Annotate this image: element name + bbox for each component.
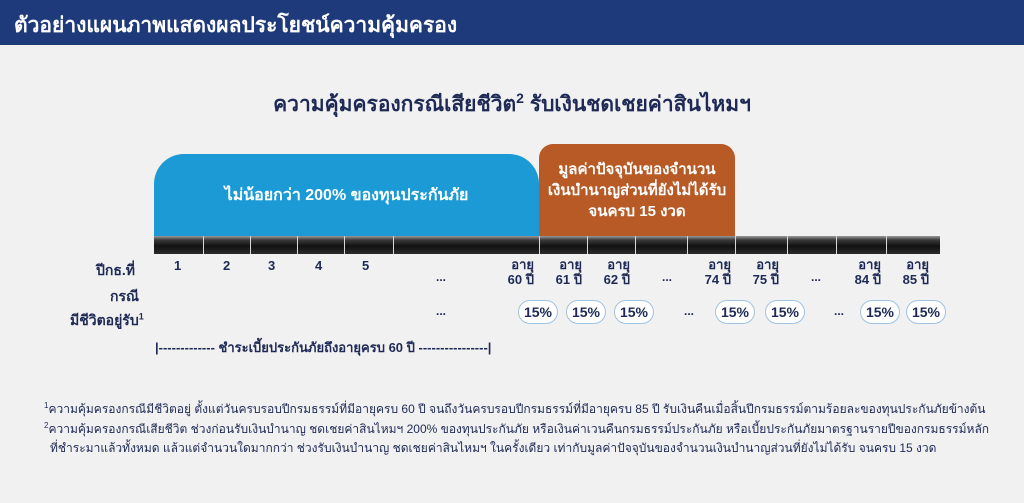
- case-label: กรณี: [110, 288, 139, 304]
- header-title: ตัวอย่างแผนภาพแสดงผลประโยชน์ความคุ้มครอง: [14, 14, 458, 37]
- policy-year-5: 5: [362, 258, 370, 273]
- main-title: ความคุ้มครองกรณีเสียชีวิต2 รับเงินชดเชยค…: [0, 88, 1024, 121]
- orange-box-line-1: มูลค่าปัจจุบันของจำนวน: [558, 160, 716, 178]
- main-title-suffix: รับเงินชดเชยค่าสินไหมฯ: [523, 93, 751, 116]
- age-75-label: อายุ: [756, 257, 779, 272]
- timeline-tick: [203, 236, 204, 254]
- payout-badge: 15%: [614, 300, 654, 324]
- main-title-text: ความคุ้มครองกรณีเสียชีวิต: [273, 93, 517, 116]
- premium-payment-period: |------------- ชำระเบี้ยประกันภัยถึงอายุ…: [155, 340, 492, 355]
- ellipsis-years: ...: [436, 270, 447, 284]
- payout-badge: 15%: [715, 300, 755, 324]
- age-84-value: 84 ปี: [854, 272, 881, 287]
- timeline-tick: [393, 236, 394, 254]
- survival-label-sup: 1: [138, 311, 144, 322]
- timeline-tick: [344, 236, 345, 254]
- age-85-value: 85 ปี: [902, 272, 929, 287]
- payout-badge: 15%: [518, 300, 558, 324]
- footnote-1-text: ความคุ้มครองกรณีมีชีวิตอยู่ ตั้งแต่วันคร…: [48, 402, 986, 416]
- footnote-2: 2ความคุ้มครองกรณีเสียชีวิต ช่วงก่อนรับเง…: [44, 420, 989, 439]
- orange-box-line-2: เงินบำนาญส่วนที่ยังไม่ได้รับ: [547, 181, 727, 199]
- age-85: อายุ 85 ปี: [903, 257, 929, 287]
- payout-badge: 15%: [566, 300, 606, 324]
- death-benefit-box-before-annuity: ไม่น้อยกว่า 200% ของทุนประกันภัย: [154, 154, 539, 236]
- age-61: อายุ 61 ปี: [556, 257, 582, 287]
- death-benefit-box-label: ไม่น้อยกว่า 200% ของทุนประกันภัย: [224, 186, 469, 204]
- age-75-value: 75 ปี: [752, 272, 779, 287]
- footnote-1-marker: 1: [44, 401, 49, 410]
- orange-box-line-3: จนครบ 15 งวด: [588, 202, 686, 220]
- footnote-1: 1ความคุ้มครองกรณีมีชีวิตอยู่ ตั้งแต่วันค…: [44, 400, 986, 419]
- age-85-label: อายุ: [906, 257, 929, 272]
- footnote-2-marker: 2: [44, 421, 49, 430]
- timeline-tick: [587, 236, 588, 254]
- timeline-tick: [687, 236, 688, 254]
- ellipsis-payout-1: ...: [436, 304, 447, 318]
- death-benefit-box-during-annuity: มูลค่าปัจจุบันของจำนวน เงินบำนาญส่วนที่ย…: [539, 144, 735, 236]
- policy-year-label: ปีกธ.ที่: [96, 262, 136, 278]
- age-84-label: อายุ: [858, 257, 881, 272]
- timeline-tick: [297, 236, 298, 254]
- age-60-value: 60 ปี: [507, 272, 534, 287]
- survival-label: มีชีวิตอยู่รับ1: [70, 310, 144, 332]
- age-74-value: 74 ปี: [704, 272, 731, 287]
- age-75: อายุ 75 ปี: [753, 257, 779, 287]
- survival-label-text: มีชีวิตอยู่รับ: [70, 312, 139, 328]
- age-60-label: อายุ: [511, 257, 534, 272]
- timeline-tick: [787, 236, 788, 254]
- timeline-tick: [886, 236, 887, 254]
- timeline-tick: [836, 236, 837, 254]
- age-62: อายุ 62 ปี: [604, 257, 630, 287]
- timeline-tick: [735, 236, 736, 254]
- footnote-2-text: ความคุ้มครองกรณีเสียชีวิต ช่วงก่อนรับเงิ…: [48, 422, 990, 436]
- policy-year-1: 1: [174, 258, 182, 273]
- timeline-tick: [250, 236, 251, 254]
- ellipsis-ages-2: ...: [811, 270, 822, 284]
- payout-badge: 15%: [906, 300, 946, 324]
- age-62-value: 62 ปี: [603, 272, 630, 287]
- payout-badge: 15%: [765, 300, 805, 324]
- age-74: อายุ 74 ปี: [705, 257, 731, 287]
- age-60: อายุ 60 ปี: [508, 257, 534, 287]
- main-title-sup: 2: [516, 90, 524, 106]
- age-84: อายุ 84 ปี: [855, 257, 881, 287]
- ellipsis-payout-2: ...: [684, 304, 695, 318]
- policy-year-2: 2: [223, 258, 231, 273]
- timeline-bar: [154, 236, 940, 254]
- policy-year-4: 4: [315, 258, 323, 273]
- ellipsis-ages-1: ...: [662, 270, 673, 284]
- footnote-2-continued: ที่ชำระมาแล้วทั้งหมด แล้วแต่จำนวนใดมากกว…: [50, 441, 937, 455]
- header-bar: ตัวอย่างแผนภาพแสดงผลประโยชน์ความคุ้มครอง: [0, 0, 1024, 45]
- ellipsis-payout-3: ...: [834, 304, 845, 318]
- timeline-tick: [635, 236, 636, 254]
- age-61-value: 61 ปี: [555, 272, 582, 287]
- payout-badge: 15%: [860, 300, 900, 324]
- timeline-tick: [539, 236, 540, 254]
- age-74-label: อายุ: [708, 257, 731, 272]
- age-61-label: อายุ: [559, 257, 582, 272]
- age-62-label: อายุ: [607, 257, 630, 272]
- policy-year-3: 3: [268, 258, 276, 273]
